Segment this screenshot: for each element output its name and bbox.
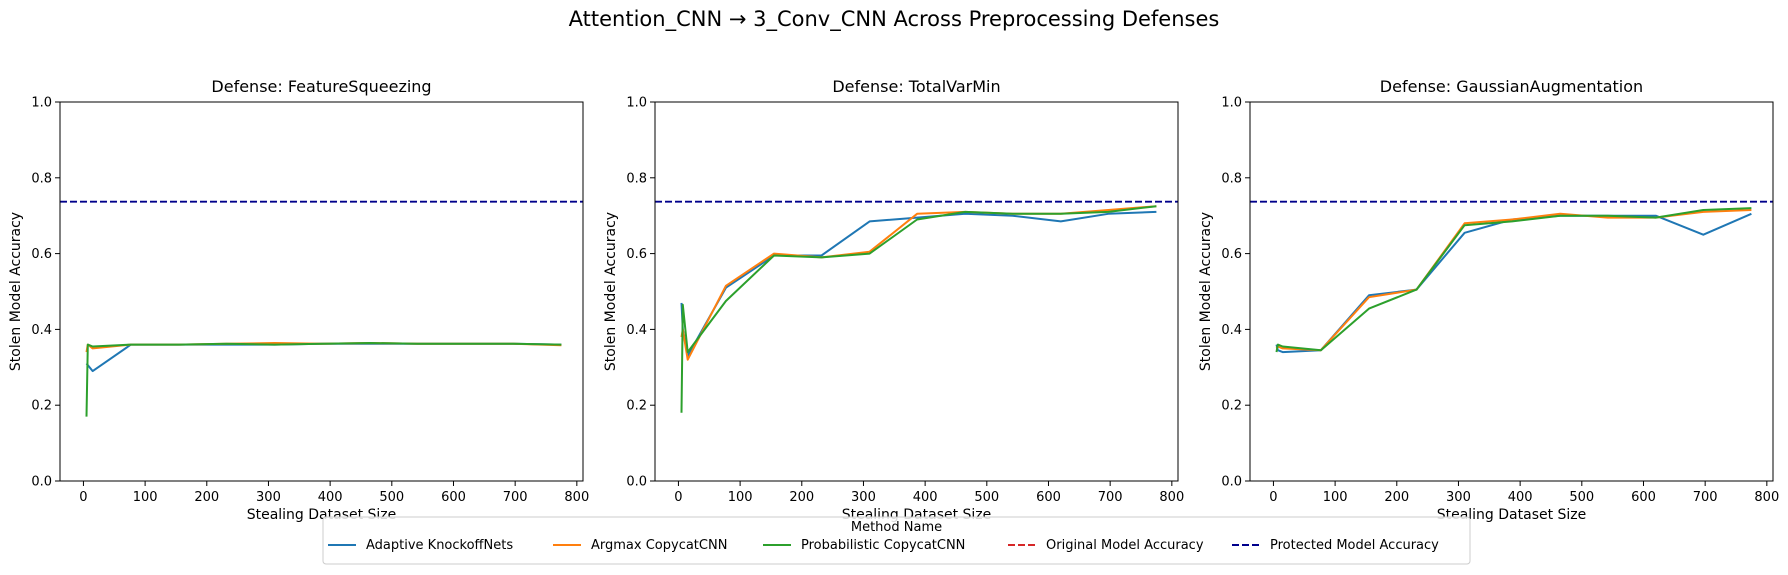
series-line-probabilistic-copycatcnn <box>85 342 562 417</box>
x-tick-label: 0 <box>79 490 87 505</box>
y-tick-label: 1.0 <box>626 96 647 111</box>
subplot-3: Defense: GaussianAugmentation 0 100 200 300 4… <box>1198 77 1779 523</box>
x-tick-label: 400 <box>1508 490 1533 505</box>
axes-frame <box>654 101 1179 482</box>
x-tick-label: 600 <box>1631 490 1656 505</box>
x-tick-label: 600 <box>441 490 466 505</box>
x-tick-label: 300 <box>256 490 281 505</box>
x-axis-label: Stealing Dataset Size <box>1437 507 1587 523</box>
y-tick-label: 0.4 <box>626 323 647 338</box>
x-tick-label: 200 <box>789 490 814 505</box>
subplot-title: Defense: FeatureSqueezing <box>211 77 431 96</box>
x-tick-label: 400 <box>318 490 343 505</box>
axes-frame <box>1249 101 1774 482</box>
x-tick-label: 500 <box>974 490 999 505</box>
y-axis-label: Stolen Model Accuracy <box>8 212 24 371</box>
y-tick-label: 0.4 <box>31 323 52 338</box>
legend-label: Original Model Accuracy <box>1046 538 1204 553</box>
x-tick-label: 700 <box>503 490 528 505</box>
plot-area <box>60 200 583 417</box>
x-tick-label: 0 <box>1269 490 1277 505</box>
series-line-argmax-copycatcnn <box>1275 209 1752 352</box>
y-tick-label: 0.6 <box>626 247 647 262</box>
x-tick-label: 600 <box>1036 490 1061 505</box>
y-tick-label: 0.2 <box>626 399 647 414</box>
series-line-probabilistic-copycatcnn <box>680 205 1157 413</box>
x-tick-label: 100 <box>1323 490 1348 505</box>
y-tick-label: 0.0 <box>31 475 52 490</box>
series-line-adaptive-knockoffnets <box>680 210 1157 357</box>
series-line-adaptive-knockoffnets <box>85 342 562 373</box>
y-tick-label: 0.0 <box>1221 475 1242 490</box>
y-axis-label: Stolen Model Accuracy <box>603 212 619 371</box>
legend-title: Method Name <box>851 520 942 535</box>
subplot-title: Defense: GaussianAugmentation <box>1380 77 1643 96</box>
legend: Method Name Adaptive KnockoffNets Argmax C… <box>322 516 1471 565</box>
subplot-2: Defense: TotalVarMin 0 100 200 300 400 500 600 7… <box>603 77 1184 523</box>
legend-label: Probabilistic CopycatCNN <box>801 538 965 553</box>
x-tick-label: 200 <box>1384 490 1409 505</box>
series-line-argmax-copycatcnn <box>680 205 1157 361</box>
y-tick-label: 0.0 <box>626 475 647 490</box>
series-line-probabilistic-copycatcnn <box>1275 207 1752 353</box>
x-tick-label: 100 <box>728 490 753 505</box>
x-tick-label: 800 <box>1159 490 1184 505</box>
y-tick-label: 1.0 <box>31 96 52 111</box>
x-tick-label: 300 <box>1446 490 1471 505</box>
y-axis-label: Stolen Model Accuracy <box>1198 212 1214 371</box>
y-tick-label: 0.2 <box>31 399 52 414</box>
y-tick-label: 0.6 <box>31 247 52 262</box>
x-tick-label: 800 <box>564 490 589 505</box>
x-tick-label: 500 <box>1569 490 1594 505</box>
x-tick-label: 0 <box>674 490 682 505</box>
x-tick-label: 500 <box>379 490 404 505</box>
x-tick-label: 100 <box>133 490 158 505</box>
axes-frame <box>59 101 584 482</box>
subplots: Defense: FeatureSqueezing 0 100 200 300 400 50… <box>8 77 1779 523</box>
legend-label: Argmax CopycatCNN <box>591 538 727 553</box>
x-tick-label: 700 <box>1098 490 1123 505</box>
series-line-adaptive-knockoffnets <box>1275 212 1752 354</box>
legend-box <box>322 516 1471 565</box>
x-tick-label: 800 <box>1754 490 1779 505</box>
y-tick-label: 0.8 <box>31 171 52 186</box>
y-tick-label: 0.2 <box>1221 399 1242 414</box>
y-tick-label: 0.8 <box>1221 171 1242 186</box>
legend-label: Adaptive KnockoffNets <box>366 538 513 553</box>
y-tick-label: 0.4 <box>1221 323 1242 338</box>
legend-label: Protected Model Accuracy <box>1270 538 1439 553</box>
plot-area <box>1250 200 1773 354</box>
x-tick-label: 300 <box>851 490 876 505</box>
subplot-1: Defense: FeatureSqueezing 0 100 200 300 400 50… <box>8 77 589 523</box>
plot-area <box>655 200 1178 413</box>
figure-title: Attention_CNN → 3_Conv_CNN Across Prepro… <box>569 7 1220 32</box>
y-tick-label: 1.0 <box>1221 96 1242 111</box>
subplot-title: Defense: TotalVarMin <box>832 77 1000 96</box>
x-tick-label: 200 <box>194 490 219 505</box>
x-tick-label: 400 <box>913 490 938 505</box>
y-tick-label: 0.6 <box>1221 247 1242 262</box>
x-tick-label: 700 <box>1693 490 1718 505</box>
y-tick-label: 0.8 <box>626 171 647 186</box>
